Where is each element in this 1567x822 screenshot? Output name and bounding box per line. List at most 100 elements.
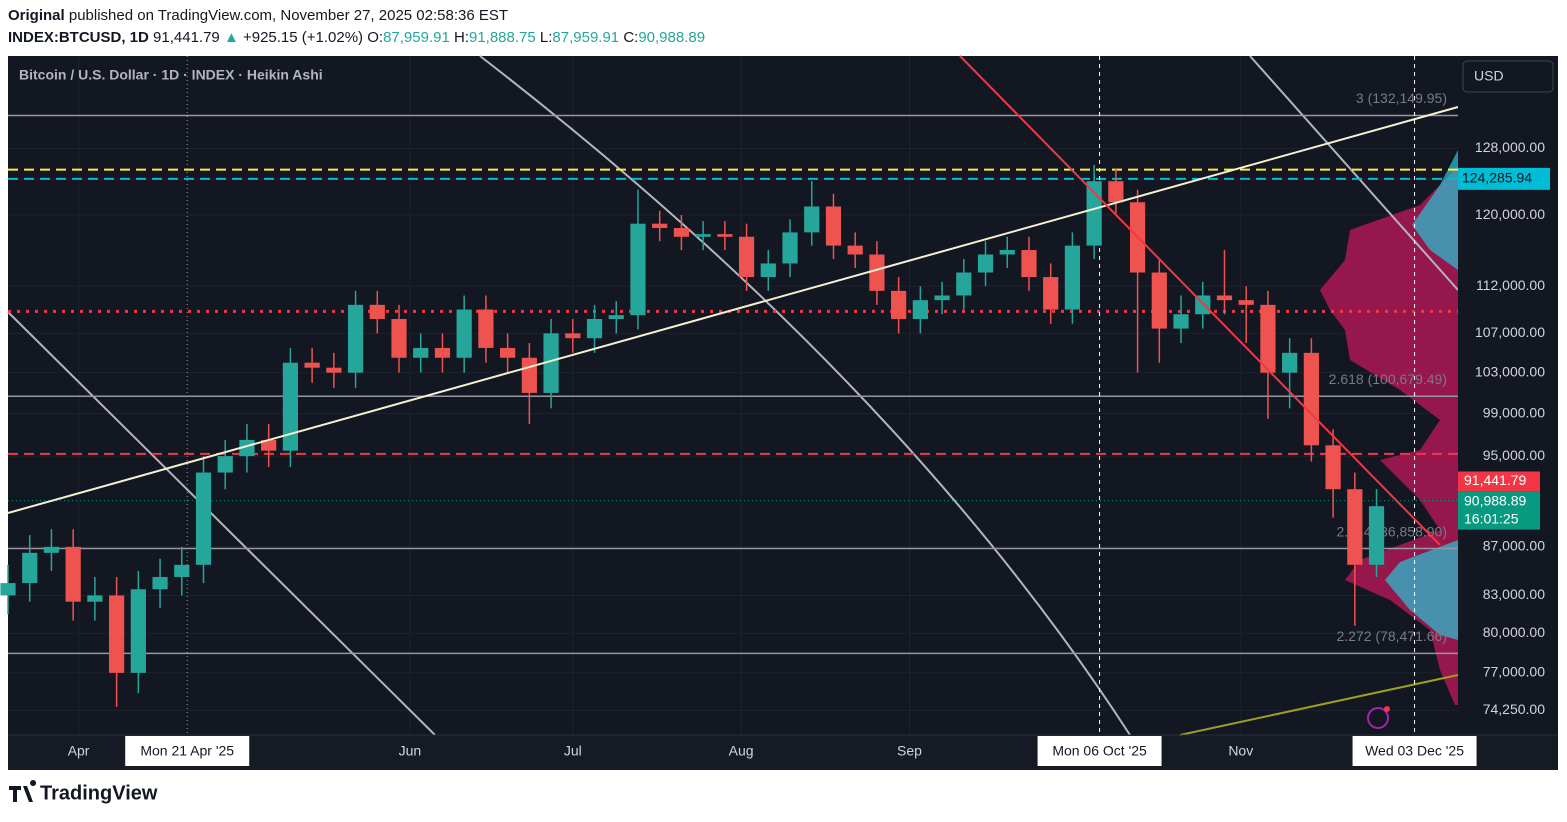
candle-body (109, 595, 125, 673)
candle-body (217, 456, 233, 473)
y-tick-label: 80,000.00 (1483, 624, 1545, 640)
trend-line (1179, 674, 1459, 736)
l-value: 87,959.91 (552, 29, 619, 46)
price-tag-label: 90,988.89 (1464, 492, 1526, 508)
candle-body (521, 357, 537, 393)
candle-body (1216, 295, 1233, 301)
candle-body (565, 333, 581, 339)
candle-body (891, 290, 907, 320)
candle-body (1238, 300, 1254, 305)
last-price: 91,441.79 (153, 29, 220, 46)
o-label: O: (367, 29, 383, 46)
arc-line (479, 55, 1131, 736)
candle-body (391, 319, 407, 358)
candle-body (22, 552, 38, 584)
x-tick-label: Aug (729, 743, 754, 759)
chart-title: Bitcoin / U.S. Dollar · 1D · INDEX · Hei… (19, 67, 323, 83)
brand: TradingView (40, 782, 158, 804)
h-value: 91,888.75 (469, 29, 536, 46)
candle-body (1064, 245, 1081, 310)
candle-body (304, 362, 320, 368)
candle-body (43, 546, 60, 553)
trend-line (7, 106, 1459, 514)
candle-body (760, 263, 776, 278)
candle-body (782, 232, 798, 264)
candle-body (869, 254, 885, 291)
fib-label: 3 (132,149.95) (1356, 90, 1447, 106)
price-tag-label: 124,285.94 (1462, 170, 1532, 186)
y-tick-label: 99,000.00 (1483, 404, 1545, 420)
candle-body (1368, 506, 1385, 565)
change: +925.15 (+1.02%) (243, 29, 363, 46)
candle-body (912, 300, 928, 320)
candle-body (282, 362, 298, 451)
published: published on TradingView.com, November 2… (69, 7, 508, 24)
price-tag (1458, 471, 1540, 492)
candle-body (1325, 445, 1341, 490)
y-tick-label: 107,000.00 (1475, 324, 1545, 340)
y-tick-label: 74,250.00 (1483, 701, 1545, 717)
candle-body (1108, 181, 1124, 203)
header-line: Original published on TradingView.com, N… (8, 7, 508, 24)
candle-body (586, 319, 603, 339)
date-tag-label: Mon 21 Apr '25 (140, 743, 234, 759)
x-tick-label: Jul (564, 743, 582, 759)
candle-body (174, 564, 190, 577)
candle-body (500, 347, 516, 358)
candle-body (261, 439, 277, 451)
candle-body (608, 315, 624, 320)
candle-body (0, 583, 16, 596)
date-tag-label: Wed 03 Dec '25 (1365, 743, 1464, 759)
candle-body (934, 295, 950, 301)
y-tick-label: 83,000.00 (1483, 586, 1545, 602)
y-tick-label: 112,000.00 (1476, 277, 1545, 293)
candle-body (956, 272, 972, 296)
fib-label: 2.414 (86,858.90) (1336, 523, 1447, 539)
x-tick-label: Nov (1228, 743, 1253, 759)
date-tag-label: Mon 06 Oct '25 (1052, 743, 1147, 759)
candle-body (999, 250, 1015, 255)
date-tag (125, 736, 250, 766)
currency: USD (1474, 68, 1504, 84)
author: Original (8, 7, 65, 24)
candle-body (152, 576, 168, 590)
candle-body (630, 223, 646, 316)
price-tag-sublabel: 16:01:25 (1464, 510, 1519, 526)
candle-body (130, 589, 146, 673)
candle-body (1086, 181, 1102, 246)
x-tick-label: Sep (897, 743, 922, 759)
candle-body (847, 245, 863, 255)
candle-body (87, 595, 103, 602)
axes: 74,250.00 77,000.00 80,000.00 83,000.00 87,0… (68, 139, 1550, 766)
date-tag (1037, 736, 1162, 766)
alert-icon[interactable] (1367, 707, 1389, 729)
candle-body (434, 347, 451, 358)
candle-body (1303, 352, 1319, 446)
volume-profile-value-area (1412, 150, 1458, 270)
candle-body (1282, 352, 1298, 373)
candle-body (825, 206, 842, 246)
alert-dot (1384, 706, 1390, 712)
y-tick-label: 95,000.00 (1483, 447, 1545, 463)
candle-body (695, 234, 711, 237)
candle-body (1043, 277, 1059, 310)
h-label: H: (454, 29, 469, 46)
date-tag (1352, 736, 1477, 766)
currency-button[interactable] (1462, 60, 1554, 93)
candle-body (413, 347, 429, 358)
candle-body (1173, 314, 1189, 329)
o-value: 87,959.91 (383, 29, 450, 46)
candle-body (347, 304, 364, 373)
candle-body (1151, 272, 1167, 329)
c-label: C: (623, 29, 638, 46)
trend-line (7, 311, 436, 736)
x-tick-label: Jun (399, 743, 422, 759)
volume-profile-value-area (1385, 540, 1458, 640)
candle-body (652, 223, 668, 229)
y-tick-label: 77,000.00 (1483, 664, 1545, 680)
x-tick-label: Apr (68, 743, 90, 759)
y-tick-label: 120,000.00 (1475, 206, 1545, 222)
logo (9, 780, 37, 802)
y-tick-label: 103,000.00 (1475, 363, 1545, 379)
